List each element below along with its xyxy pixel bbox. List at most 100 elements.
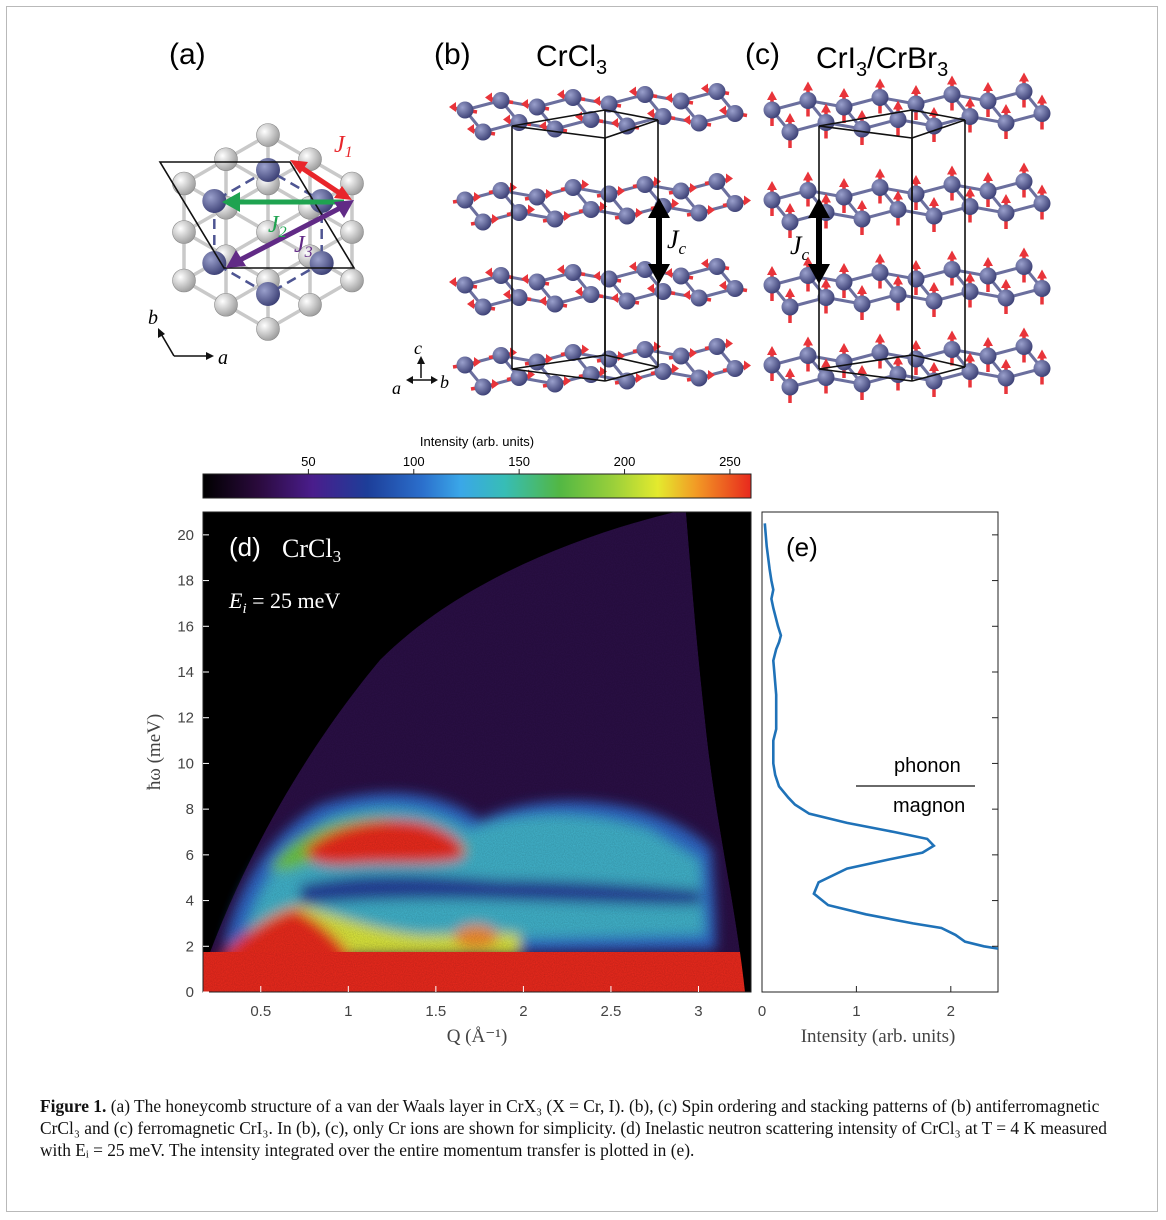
spin-arrowhead [690, 348, 697, 358]
spin-arrowhead [467, 299, 474, 309]
unit-cell-edge [604, 354, 659, 368]
halide-ion [214, 147, 238, 172]
spin-arrowhead [636, 208, 643, 218]
heatmap-ytick-label: 14 [177, 664, 194, 681]
cr-ion [781, 213, 799, 231]
spin-arrowhead [965, 272, 975, 282]
panel-d-material: CrCl3 [282, 534, 341, 566]
spin-arrowhead [611, 293, 618, 303]
caption-lead: Figure 1. [40, 1096, 107, 1116]
heatmap-ytick-label: 20 [177, 527, 194, 544]
j1-label-sub: 1 [345, 144, 353, 161]
spin-arrowhead [701, 83, 708, 94]
spin-arrowhead [947, 75, 957, 85]
halide-ion [214, 292, 238, 317]
jc-arrowhead-c-bottom [808, 264, 830, 284]
spin-arrowhead [965, 97, 975, 107]
cr-ion [618, 117, 636, 135]
heatmap-ytick-label: 2 [186, 938, 194, 955]
spin-arrowhead [611, 118, 618, 128]
j1-arrowhead-1 [290, 160, 308, 174]
jc-label-b-sub: c [679, 239, 687, 258]
cr-ion [925, 292, 943, 310]
cr-ion [510, 204, 528, 221]
unit-cell-edge [604, 119, 659, 139]
spin-arrowhead [875, 78, 885, 88]
cr-ion [871, 179, 889, 196]
spin-arrowhead [449, 277, 456, 287]
cr-ion [835, 98, 853, 116]
unit-cell-edge [818, 109, 913, 127]
axis-a-label: a [218, 347, 228, 369]
cr-ion [979, 92, 997, 110]
j1-arrow [294, 161, 346, 199]
spin-arrowhead [947, 330, 957, 340]
phonon-label: phonon [894, 755, 961, 777]
unit-cell-edge [818, 125, 913, 139]
cr-ion [726, 195, 744, 212]
spin-arrowhead [785, 113, 795, 122]
spin-arrowhead [821, 358, 831, 368]
cr-ion [943, 86, 961, 103]
heatmap-ylabel: ħω (meV) [144, 714, 165, 790]
heatmap-xtick-label: 3 [694, 1003, 702, 1020]
j3-label-main: J [294, 232, 306, 258]
j3-arrowhead-2 [334, 200, 354, 218]
panel-e-xtick-label: 2 [947, 1003, 955, 1020]
spin-arrowhead [911, 340, 921, 349]
spin-arrowhead [983, 257, 993, 266]
colorbar [202, 473, 752, 499]
heatmap-ytick-label: 10 [177, 755, 194, 772]
cr-ion [835, 273, 853, 291]
spin-arrowhead [503, 289, 510, 300]
cr-ion [546, 120, 564, 138]
jc-label-c: Jc [790, 231, 810, 264]
spin-arrowhead [593, 96, 600, 106]
heatmap-axes-frame [202, 511, 752, 993]
cr-ion [708, 173, 726, 190]
heatmap-ytick-label: 16 [177, 618, 194, 635]
spin-arrowhead [875, 333, 885, 343]
cr-ion [654, 108, 672, 125]
cr-ion [528, 188, 546, 206]
cr-ion [546, 210, 564, 228]
spin-arrowhead [492, 214, 499, 224]
unit-cell-edge [511, 368, 606, 382]
cr-ion [817, 369, 835, 386]
j1-label: J1 [334, 132, 353, 161]
axis-b-head [158, 328, 165, 338]
cr-ion [672, 267, 690, 285]
cr-ion [654, 283, 672, 300]
spin-arrowhead [582, 344, 589, 355]
spin-arrowhead [719, 105, 726, 116]
halide-ion [172, 268, 196, 293]
caption-text: (a) The honeycomb structure of a van der… [40, 1096, 1107, 1160]
cr-ion [492, 182, 510, 199]
j3-label: J3 [294, 232, 313, 261]
spin-arrowhead [1037, 349, 1047, 359]
cr-ion [564, 179, 582, 196]
heatmap-xtick-label: 1.5 [425, 1003, 446, 1020]
panel-d-ei-label: E [228, 588, 243, 613]
spin-arrowhead [618, 186, 625, 196]
spin-arrowhead [485, 92, 492, 103]
spin-arrowhead [485, 267, 492, 278]
cr-ion [781, 378, 799, 396]
unit-cell-edge [911, 354, 966, 368]
cr-ion [871, 89, 889, 106]
unit-cell-edge [911, 109, 966, 121]
unit-cell-outline [158, 161, 356, 269]
cr-ion [600, 270, 618, 288]
heatmap-xlabel: Q (Å⁻¹) [447, 1026, 508, 1047]
halide-ion [340, 220, 364, 244]
jc-arrowhead-b-top [648, 198, 670, 218]
halide-ion [256, 123, 280, 147]
spin-arrowhead [821, 193, 831, 203]
halide-ion [340, 171, 364, 196]
panel-e-xtick-label: 1 [852, 1003, 860, 1020]
spin-arrowhead [893, 355, 903, 365]
spin-arrowhead [546, 354, 553, 364]
cr-ion [979, 347, 997, 365]
colorbar-tick-label: 100 [403, 454, 425, 469]
cr-ion [456, 101, 474, 119]
